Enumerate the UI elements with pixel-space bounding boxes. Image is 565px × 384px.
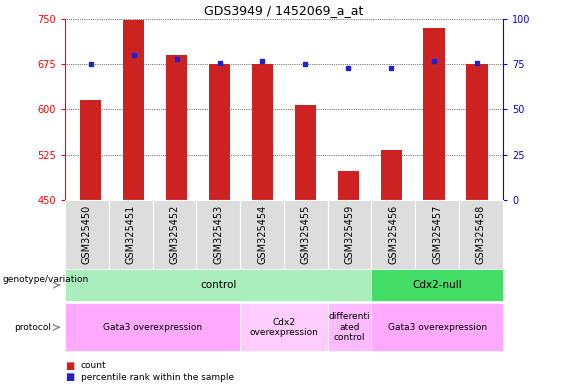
Text: GSM325455: GSM325455 <box>301 205 311 264</box>
Bar <box>80 100 102 200</box>
Text: ■: ■ <box>65 372 74 382</box>
Bar <box>466 64 488 200</box>
Text: GSM325452: GSM325452 <box>170 205 180 264</box>
Bar <box>252 64 273 200</box>
Text: genotype/variation: genotype/variation <box>3 275 89 284</box>
Text: GSM325453: GSM325453 <box>213 205 223 264</box>
Text: GSM325459: GSM325459 <box>345 205 355 264</box>
Text: GSM325457: GSM325457 <box>432 205 442 264</box>
Text: ■: ■ <box>65 361 74 371</box>
Text: Gata3 overexpression: Gata3 overexpression <box>103 323 202 332</box>
Text: GSM325458: GSM325458 <box>476 205 486 264</box>
Bar <box>166 55 188 200</box>
Title: GDS3949 / 1452069_a_at: GDS3949 / 1452069_a_at <box>204 3 364 17</box>
Text: GSM325451: GSM325451 <box>125 205 136 264</box>
Bar <box>337 171 359 200</box>
Bar <box>380 151 402 200</box>
Text: count: count <box>81 361 106 370</box>
Text: Cdx2-null: Cdx2-null <box>412 280 462 290</box>
Bar <box>123 20 145 200</box>
Text: protocol: protocol <box>14 323 51 332</box>
Bar <box>294 105 316 200</box>
Text: differenti
ated
control: differenti ated control <box>329 313 371 342</box>
Text: Gata3 overexpression: Gata3 overexpression <box>388 323 486 332</box>
Text: GSM325454: GSM325454 <box>257 205 267 264</box>
Text: Cdx2
overexpression: Cdx2 overexpression <box>250 318 318 337</box>
Text: percentile rank within the sample: percentile rank within the sample <box>81 372 234 382</box>
Bar <box>209 64 231 200</box>
Text: control: control <box>200 280 236 290</box>
Text: GSM325450: GSM325450 <box>82 205 92 264</box>
Bar <box>423 28 445 200</box>
Text: GSM325456: GSM325456 <box>388 205 398 264</box>
